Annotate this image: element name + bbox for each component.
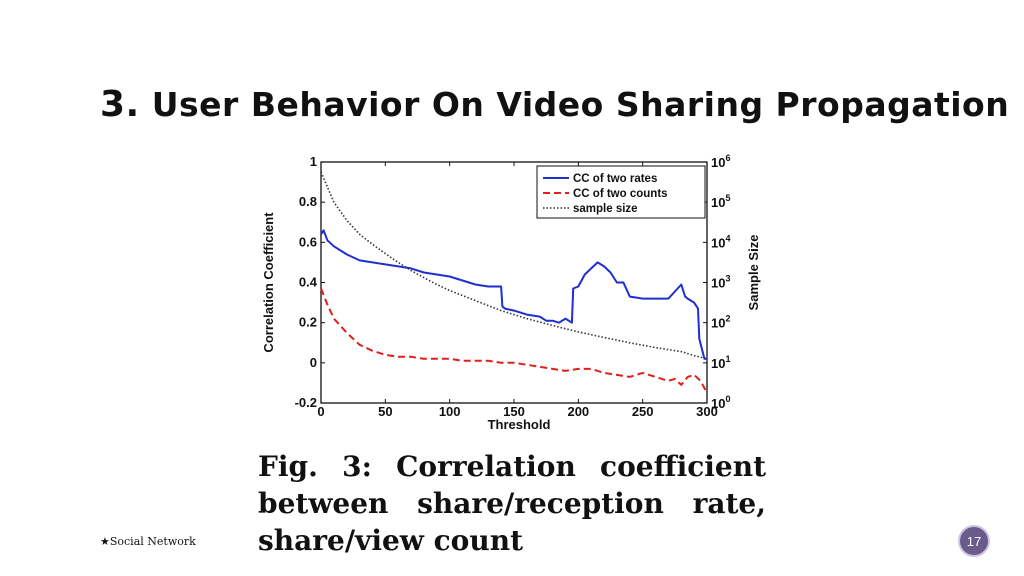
y2-axis-label: Sample Size (746, 235, 761, 311)
y-tick-label: 1 (310, 154, 317, 169)
y2-tick-label: 106 (711, 153, 730, 170)
x-tick-label: 300 (696, 404, 718, 419)
correlation-chart: 0 50 100 150 200 250 300-0.200.20.40.60.811001… (261, 153, 761, 432)
series-line-3 (320, 171, 708, 360)
legend-label: sample size (573, 203, 638, 215)
figure-caption: Fig. 3: Correlation coefficient between … (258, 448, 766, 559)
title-text: User Behavior On Video Sharing Propagati… (151, 85, 1010, 124)
caption-line: share/view count (258, 524, 524, 557)
y-axis-label: Correlation Coefficient (261, 212, 276, 353)
y2-tick-label: 105 (711, 193, 730, 210)
y-tick-label: 0.2 (299, 315, 317, 330)
x-tick-label: 150 (503, 404, 525, 419)
y-tick-label: 0 (310, 355, 317, 370)
caption-line: between share/reception rate, (258, 487, 766, 520)
y-tick-label: 0.4 (299, 275, 318, 290)
x-tick-label: 50 (378, 404, 392, 419)
x-tick-label: 100 (439, 404, 461, 419)
series-line-2 (320, 288, 708, 394)
y2-tick-label: 102 (711, 314, 730, 331)
legend-label: CC of two rates (573, 173, 657, 185)
x-axis-label: Threshold (488, 417, 551, 432)
slide-title: 3. User Behavior On Video Sharing Propag… (100, 84, 1009, 125)
y-tick-label: -0.2 (295, 395, 317, 410)
footer-text: ★Social Network (100, 535, 196, 548)
y2-tick-label: 100 (711, 394, 730, 411)
caption-line: Fig. 3: Correlation coefficient (258, 450, 766, 483)
legend-label: CC of two counts (573, 188, 668, 200)
series-line-1 (320, 229, 707, 360)
y-tick-label: 0.8 (299, 194, 317, 209)
x-tick-label: 250 (632, 404, 654, 419)
title-number: 3. (100, 84, 140, 125)
y-tick-label: 0.6 (299, 234, 317, 249)
y2-tick-label: 104 (711, 233, 730, 250)
x-tick-label: 0 (317, 404, 324, 419)
y2-tick-label: 101 (711, 354, 730, 371)
y2-tick-label: 103 (711, 274, 730, 291)
x-tick-label: 200 (567, 404, 589, 419)
page-number-badge: 17 (958, 525, 990, 557)
